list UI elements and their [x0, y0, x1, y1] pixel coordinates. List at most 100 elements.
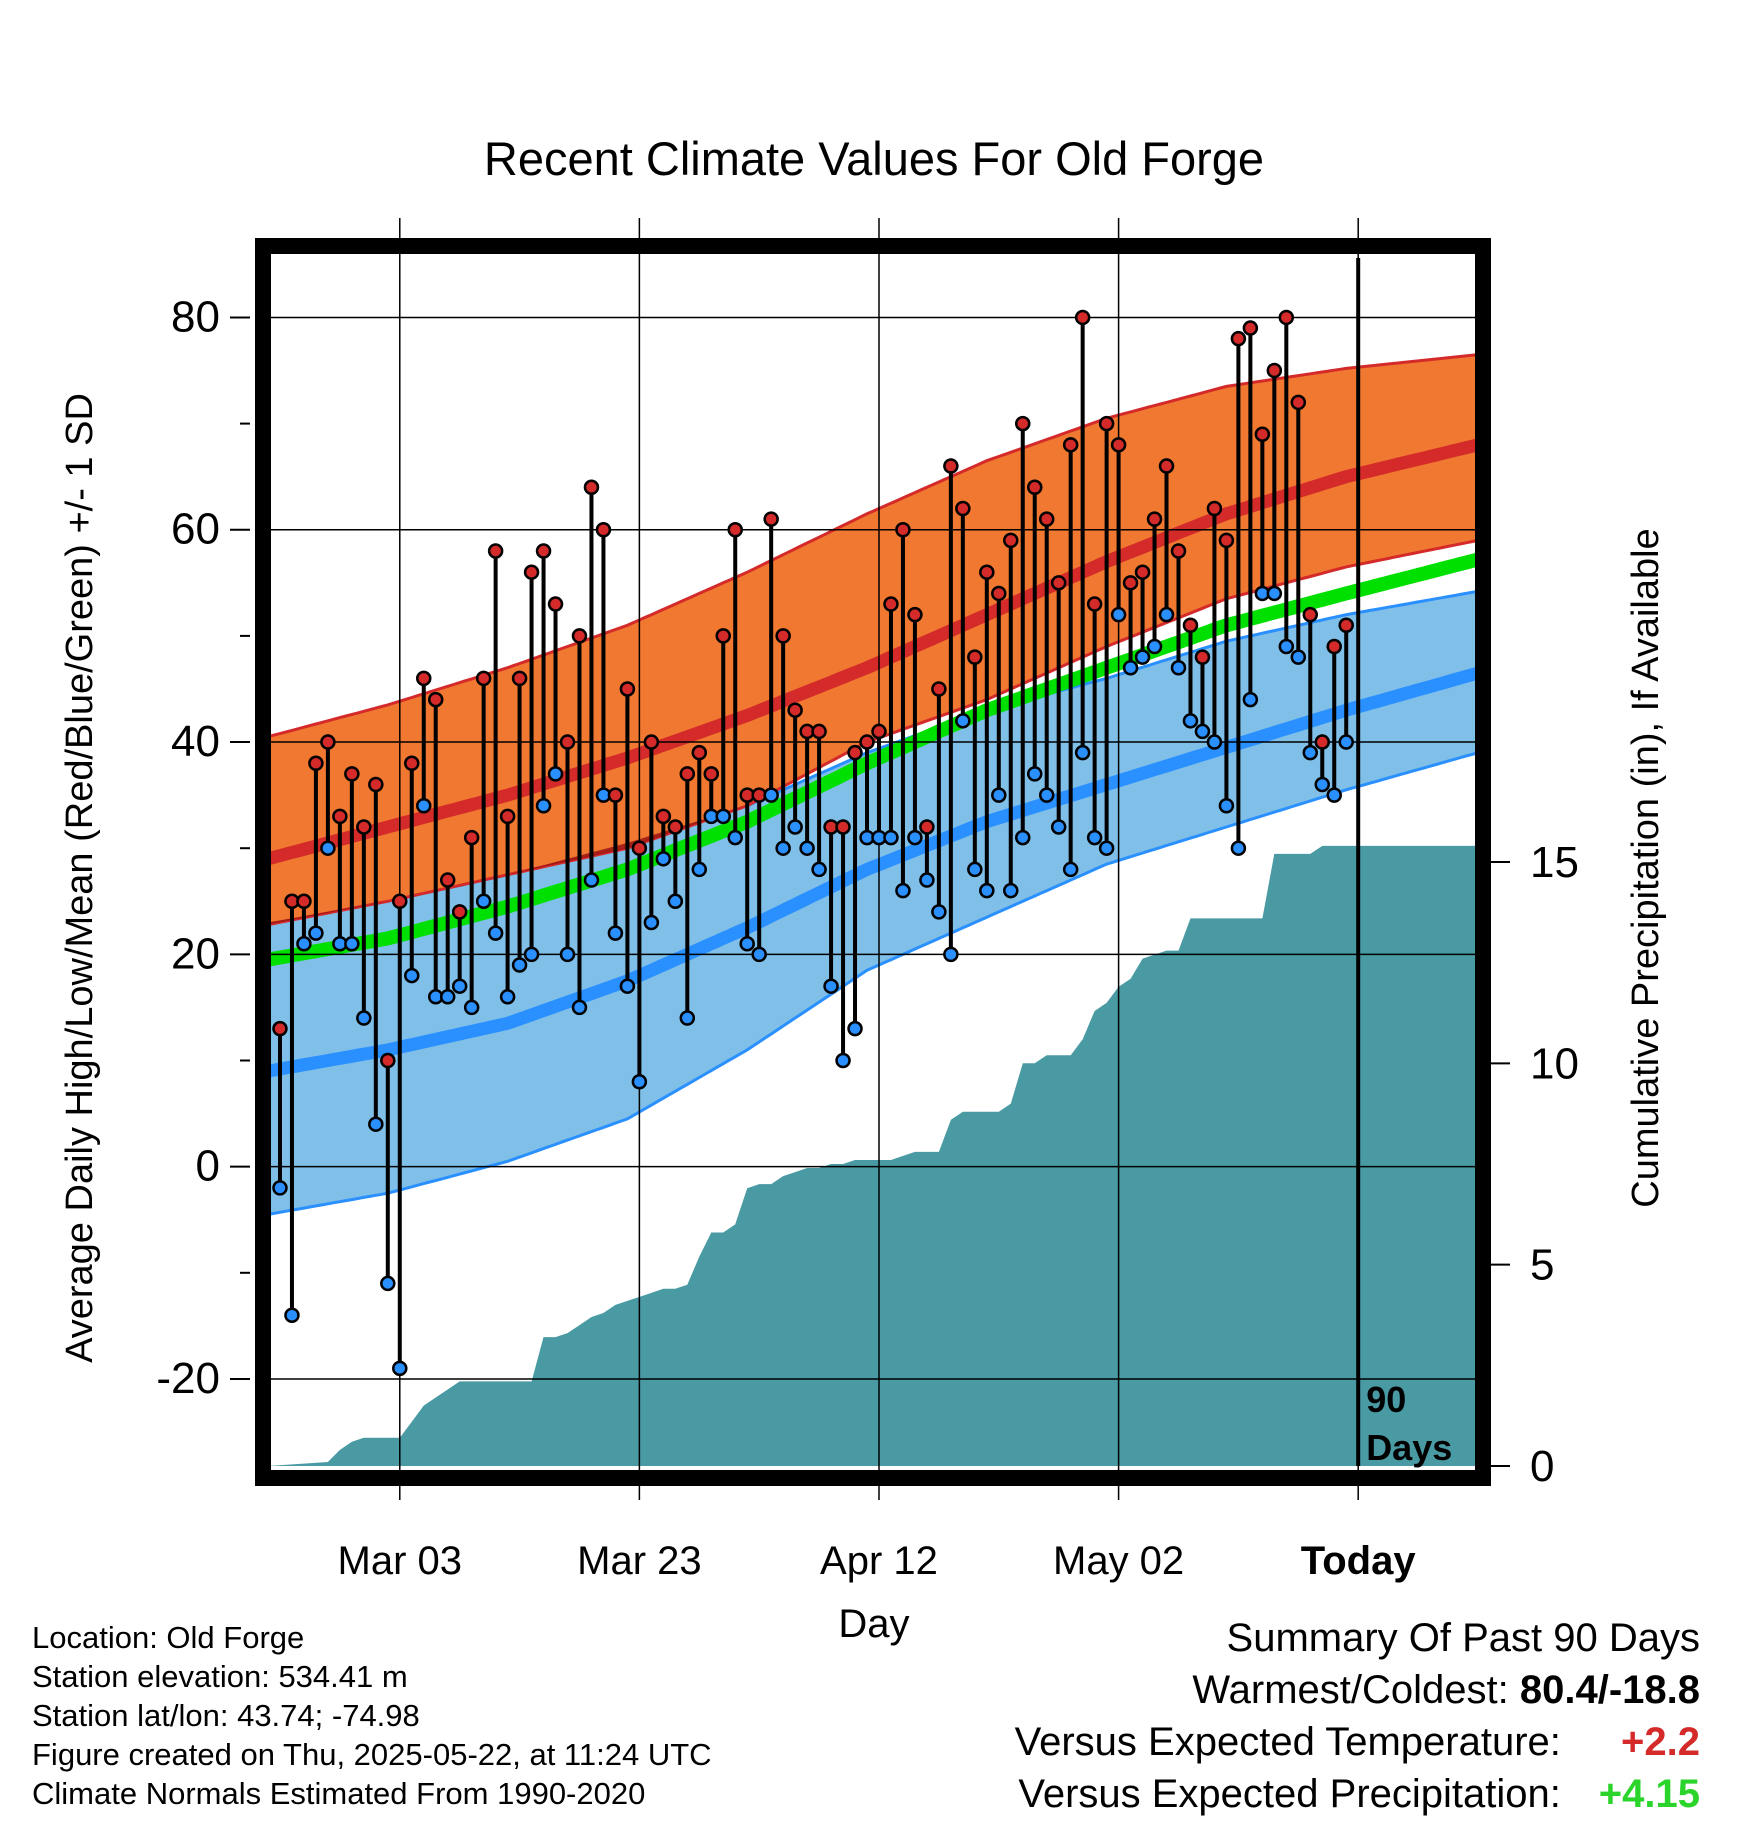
low-point	[991, 787, 1007, 803]
latlon-text: Station lat/lon: 43.74; -74.98	[32, 1698, 420, 1733]
low-point	[727, 829, 743, 846]
y2-axis-label: Cumulative Precipitation (in), If Availa…	[1625, 528, 1667, 1207]
low-point	[955, 713, 971, 729]
precip-vs-expected-label: Versus Expected Precipitation:	[1018, 1772, 1561, 1816]
low-point	[1194, 723, 1211, 740]
plot-frame	[255, 238, 1491, 1486]
high-point	[451, 904, 468, 920]
low-point	[1098, 840, 1115, 856]
high-point	[439, 872, 456, 888]
high-point	[1110, 437, 1127, 453]
low-point	[1146, 638, 1163, 655]
high-point	[967, 649, 983, 665]
low-point	[979, 882, 995, 899]
high-point	[1026, 479, 1043, 496]
low-point	[499, 989, 516, 1005]
low-point	[1338, 734, 1354, 750]
high-point	[368, 776, 384, 793]
low-point	[439, 989, 456, 1005]
low-point	[272, 1180, 288, 1196]
high-point	[1278, 309, 1295, 326]
high-point	[955, 500, 971, 517]
low-point	[919, 872, 935, 888]
low-point	[392, 1360, 408, 1377]
low-point	[691, 861, 708, 878]
y-tick-label: 0	[196, 1142, 220, 1191]
y-tick-label: -20	[156, 1354, 220, 1403]
low-point	[643, 914, 660, 931]
high-point	[655, 808, 672, 825]
x-tick-label: Today	[1301, 1539, 1417, 1583]
summary-title: Summary Of Past 90 Days	[1226, 1616, 1700, 1660]
low-point	[1242, 691, 1259, 708]
high-point	[871, 723, 887, 740]
high-point	[475, 670, 492, 687]
low-point	[1134, 649, 1151, 665]
high-point	[1015, 415, 1031, 432]
low-point	[487, 925, 504, 941]
temp-vs-expected-row: Versus Expected Temperature: +2.2	[1015, 1716, 1700, 1768]
high-point	[272, 1020, 288, 1037]
warmest-coldest-label: Warmest/Coldest:	[1192, 1668, 1509, 1712]
low-point	[1038, 787, 1055, 803]
high-point	[679, 766, 696, 782]
high-point	[643, 734, 660, 750]
high-point	[296, 893, 312, 910]
low-point	[895, 882, 911, 899]
low-point	[679, 1010, 696, 1026]
low-point	[308, 925, 324, 941]
high-point	[1003, 532, 1019, 549]
low-point	[1158, 606, 1175, 623]
high-point	[787, 702, 803, 718]
low-point	[1182, 713, 1199, 729]
low-point	[1086, 829, 1103, 846]
high-point	[979, 564, 995, 580]
low-point	[775, 840, 791, 856]
y-tick-label: 20	[171, 929, 220, 978]
low-point	[943, 946, 959, 963]
high-point	[380, 1052, 396, 1069]
high-point	[811, 723, 827, 740]
high-point	[1242, 320, 1259, 336]
low-point	[380, 1275, 396, 1292]
chart-title: Recent Climate Values For Old Forge	[484, 132, 1264, 185]
high-point	[487, 543, 504, 559]
low-point	[1074, 744, 1091, 761]
y-tick-label: 80	[171, 292, 220, 341]
low-point	[763, 787, 779, 803]
low-point	[1062, 861, 1079, 878]
low-point	[1302, 744, 1319, 761]
precip-area	[268, 845, 1478, 1466]
y2-tick-label: 0	[1530, 1442, 1554, 1491]
high-point	[667, 819, 684, 835]
high-point	[1326, 638, 1342, 655]
y2-tick-label: 15	[1530, 838, 1579, 887]
high-point	[607, 787, 624, 803]
temp-vs-expected-label: Versus Expected Temperature:	[1014, 1720, 1561, 1764]
high-point	[571, 628, 588, 644]
high-point	[775, 628, 791, 644]
high-point	[619, 681, 636, 697]
high-point	[1170, 543, 1187, 559]
high-point	[1050, 575, 1067, 591]
low-point	[967, 861, 983, 878]
low-point	[847, 1020, 863, 1037]
high-point	[1086, 596, 1103, 612]
low-point	[631, 1073, 648, 1090]
high-point	[1038, 511, 1055, 527]
high-point	[427, 691, 444, 708]
high-point	[356, 819, 372, 835]
station-info: Location: Old Forge Station elevation: 5…	[32, 1618, 712, 1813]
high-point	[1182, 617, 1199, 634]
normals-text: Climate Normals Estimated From 1990-2020	[32, 1776, 646, 1811]
high-point	[727, 521, 743, 538]
high-point	[691, 744, 708, 761]
high-point	[344, 766, 360, 782]
low-point	[667, 893, 684, 910]
high-point	[1302, 606, 1319, 623]
low-point	[511, 957, 528, 973]
x-tick-label: Mar 03	[338, 1539, 463, 1583]
high-point	[1134, 564, 1151, 580]
high-point	[931, 681, 947, 697]
y2-tick-label: 5	[1530, 1241, 1554, 1290]
